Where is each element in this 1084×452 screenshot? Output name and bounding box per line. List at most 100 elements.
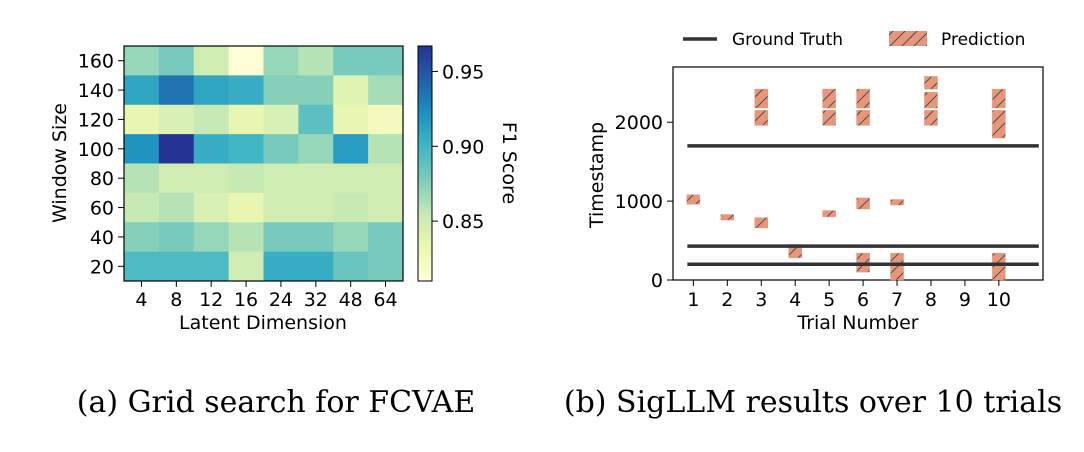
heatmap-cell xyxy=(368,134,404,164)
heatmap-cell xyxy=(333,134,369,164)
heatmap-cell xyxy=(368,192,404,223)
heatmap-y-label: Window Size xyxy=(49,103,71,223)
trials-x-ticks: 1 2 3 4 5 6 7 8 9 10 xyxy=(687,280,1011,311)
heatmap-cell xyxy=(263,104,299,135)
heatmap-cell xyxy=(193,163,230,194)
prediction-interval xyxy=(924,76,938,90)
y-tick-label: 120 xyxy=(78,109,114,131)
prediction-interval xyxy=(992,252,1006,281)
y-tick-label: 2000 xyxy=(615,112,663,134)
heatmap-cell xyxy=(333,222,369,253)
heatmap-cell xyxy=(158,134,195,164)
prediction-interval xyxy=(924,91,938,109)
legend-prediction-swatch xyxy=(889,31,927,46)
prediction-interval xyxy=(992,88,1006,109)
heatmap-x-ticks: 4 8 12 16 24 32 48 64 xyxy=(135,281,398,311)
heatmap-cell xyxy=(124,104,160,135)
heatmap-cell xyxy=(263,134,299,164)
heatmap-cell xyxy=(368,222,404,253)
x-tick-label: 8 xyxy=(925,289,937,311)
heatmap-cell xyxy=(124,75,160,106)
legend-prediction-label: Prediction xyxy=(941,30,1025,50)
x-tick-label: 48 xyxy=(339,289,363,311)
heatmap-cell xyxy=(368,75,404,106)
heatmap-cell xyxy=(158,104,195,135)
heatmap-cell xyxy=(298,192,334,223)
heatmap-cell xyxy=(368,163,404,194)
x-tick-label: 24 xyxy=(269,289,293,311)
prediction-interval xyxy=(856,88,870,109)
heatmap-cell xyxy=(193,251,230,282)
prediction-interval xyxy=(890,199,904,206)
heatmap-cell xyxy=(298,222,334,253)
x-tick-label: 3 xyxy=(755,289,767,311)
heatmap-cell xyxy=(368,251,404,282)
heatmap-cell xyxy=(124,46,160,76)
heatmap-cell xyxy=(298,251,334,282)
heatmap-cell xyxy=(193,104,230,135)
prediction-interval xyxy=(720,214,735,221)
colorbar-tick-label: 0.95 xyxy=(442,61,484,83)
heatmap-cell xyxy=(263,222,299,253)
colorbar-tick-label: 0.85 xyxy=(442,211,484,233)
legend: Ground Truth Prediction xyxy=(683,30,1025,50)
prediction-interval xyxy=(754,110,769,126)
heatmap-cell xyxy=(298,46,334,76)
colorbar-tick-label: 0.90 xyxy=(442,136,484,158)
heatmap-cell xyxy=(298,134,334,164)
colorbar xyxy=(417,45,433,282)
y-tick-label: 140 xyxy=(78,80,114,102)
x-tick-label: 4 xyxy=(135,289,147,311)
heatmap-cell xyxy=(158,46,195,76)
x-tick-label: 1 xyxy=(687,289,699,311)
x-tick-label: 64 xyxy=(373,289,397,311)
y-tick-label: 60 xyxy=(90,198,114,220)
heatmap-cell xyxy=(333,104,369,135)
prediction-interval xyxy=(822,110,836,126)
prediction-interval xyxy=(822,88,836,109)
heatmap-cell xyxy=(193,46,230,76)
heatmap-cell xyxy=(193,134,230,164)
heatmap-cell xyxy=(193,222,230,253)
x-tick-label: 16 xyxy=(234,289,258,311)
heatmap-cell xyxy=(263,46,299,76)
heatmap-cell xyxy=(228,192,264,223)
prediction-interval xyxy=(856,110,870,126)
heatmap-cell xyxy=(333,251,369,282)
trials-y-ticks: 0 1000 2000 xyxy=(615,112,673,292)
heatmap-x-label: Latent Dimension xyxy=(179,312,347,334)
prediction-interval xyxy=(890,252,904,281)
x-tick-label: 4 xyxy=(789,289,801,311)
heatmap-cell xyxy=(158,163,195,194)
heatmap-cell xyxy=(263,192,299,223)
heatmap-cell xyxy=(193,192,230,223)
heatmap-cell xyxy=(124,192,160,223)
heatmap-cell xyxy=(333,192,369,223)
trials-panel: 1 2 3 4 5 6 7 8 9 10 0 1000 2000 Trial Number Times… xyxy=(564,30,1062,420)
prediction-interval xyxy=(992,110,1006,139)
y-tick-label: 160 xyxy=(78,51,114,73)
y-tick-label: 40 xyxy=(90,227,114,249)
heatmap-cell xyxy=(263,251,299,282)
heatmap-cell xyxy=(368,104,404,135)
heatmap-cell xyxy=(124,222,160,253)
x-tick-label: 5 xyxy=(823,289,835,311)
heatmap-cell xyxy=(158,192,195,223)
trials-x-label: Trial Number xyxy=(796,312,918,334)
heatmap-cell xyxy=(158,75,195,106)
x-tick-label: 9 xyxy=(959,289,971,311)
colorbar-ticks: 0.95 0.90 0.85 xyxy=(432,61,484,233)
heatmap-cell xyxy=(124,163,160,194)
heatmap-cell xyxy=(263,75,299,106)
y-tick-label: 20 xyxy=(90,256,114,278)
heatmap-cell xyxy=(298,75,334,106)
heatmap-cell xyxy=(263,163,299,194)
heatmap-cell xyxy=(298,104,334,135)
prediction-interval xyxy=(856,197,870,210)
heatmap-cell xyxy=(158,251,195,282)
trials-y-label: Timestamp xyxy=(586,122,608,229)
heatmap-cell xyxy=(333,46,369,76)
heatmap-cell xyxy=(333,75,369,106)
colorbar-label: F1 Score xyxy=(498,122,520,204)
